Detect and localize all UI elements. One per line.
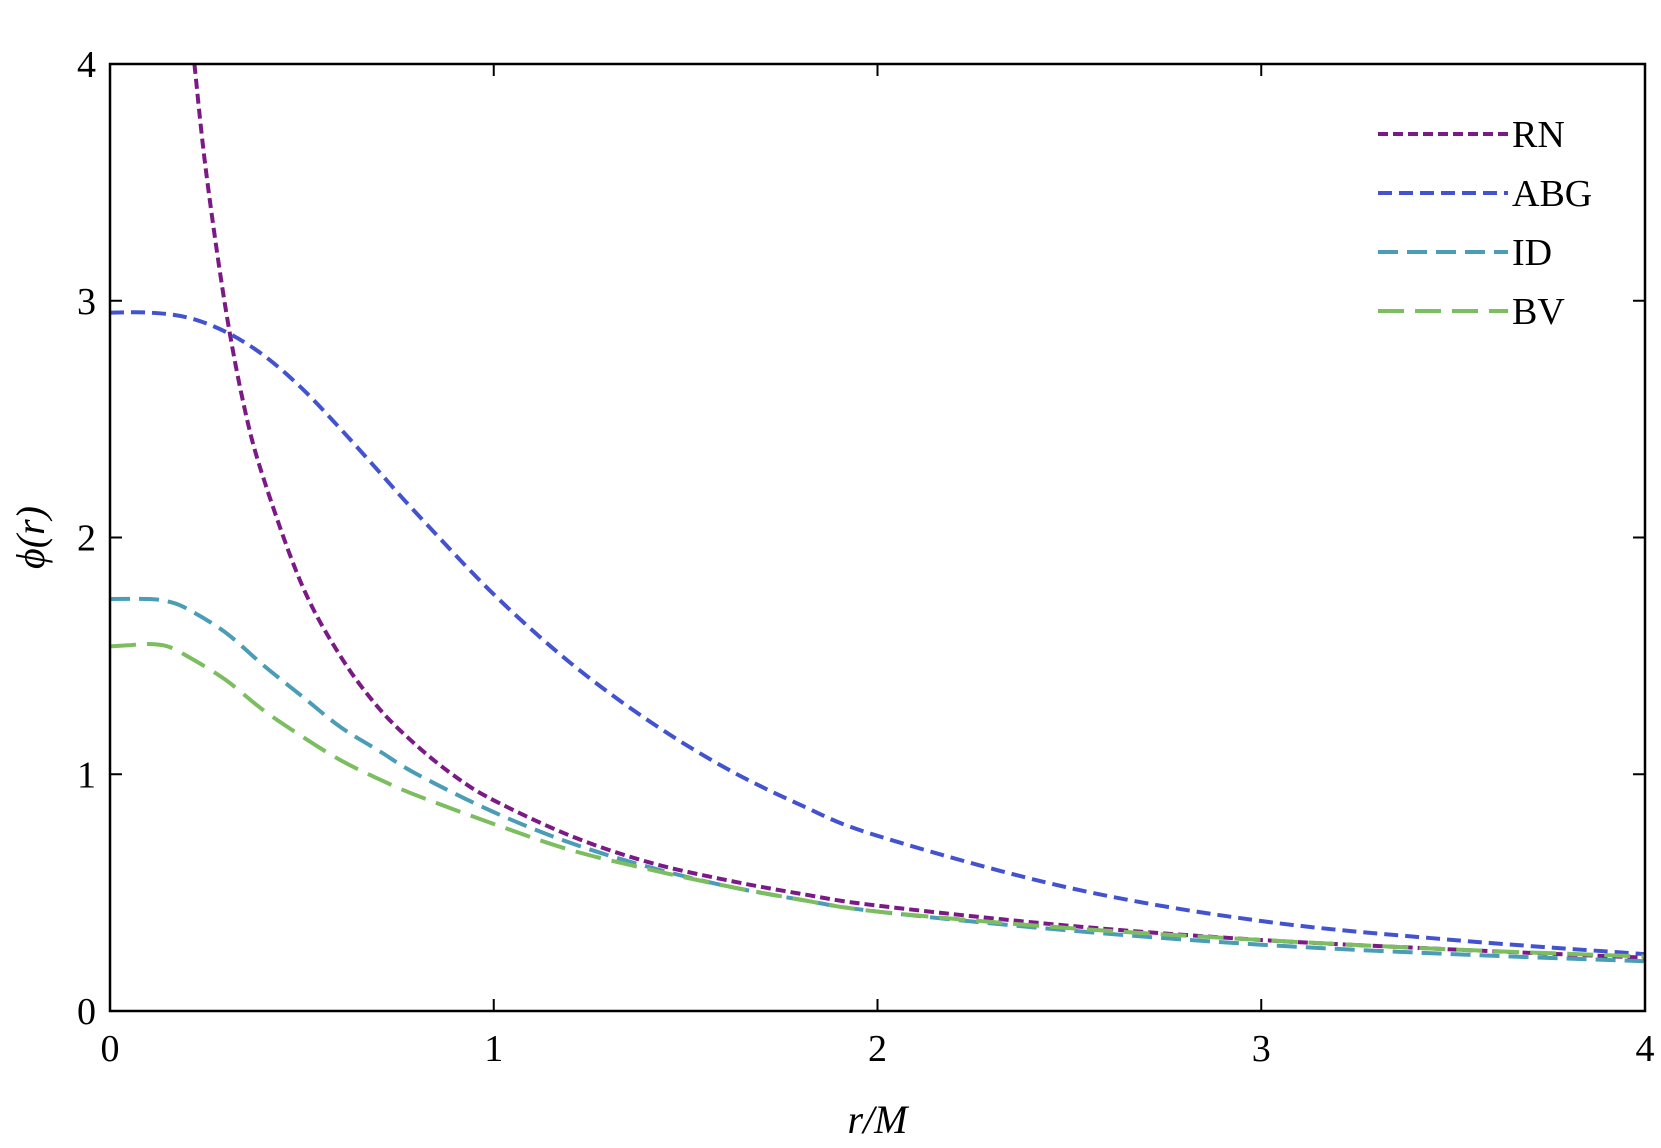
legend-label-abg: ABG xyxy=(1512,173,1592,215)
y-tick-label: 1 xyxy=(77,754,96,796)
x-tick-label: 0 xyxy=(101,1028,120,1070)
legend-label-rn: RN xyxy=(1512,114,1565,156)
x-tick-label: 4 xyxy=(1636,1028,1655,1070)
x-axis-label: r/M xyxy=(848,1097,911,1142)
x-tick-label: 3 xyxy=(1252,1028,1271,1070)
series-line-id xyxy=(110,596,1645,964)
x-tick-label: 1 xyxy=(484,1028,503,1070)
x-tick-label: 2 xyxy=(868,1028,887,1070)
y-axis-label: ϕ(r) xyxy=(8,506,53,569)
ticks-layer: 0 1 2 3 4 0 1 2 3 4 xyxy=(77,44,1655,1070)
series-line-abg xyxy=(110,310,1645,957)
legend-label-id: ID xyxy=(1512,232,1552,274)
y-tick-label: 4 xyxy=(77,44,96,86)
y-tick-label: 0 xyxy=(77,991,96,1033)
series-line-bv xyxy=(110,642,1645,959)
legend-label-bv: BV xyxy=(1512,291,1565,333)
plot-frame xyxy=(108,62,1647,1013)
legend: RN ABG ID BV xyxy=(1378,114,1592,333)
series-layer xyxy=(110,64,1645,964)
y-tick-label: 3 xyxy=(77,281,96,323)
y-tick-label: 2 xyxy=(77,518,96,560)
